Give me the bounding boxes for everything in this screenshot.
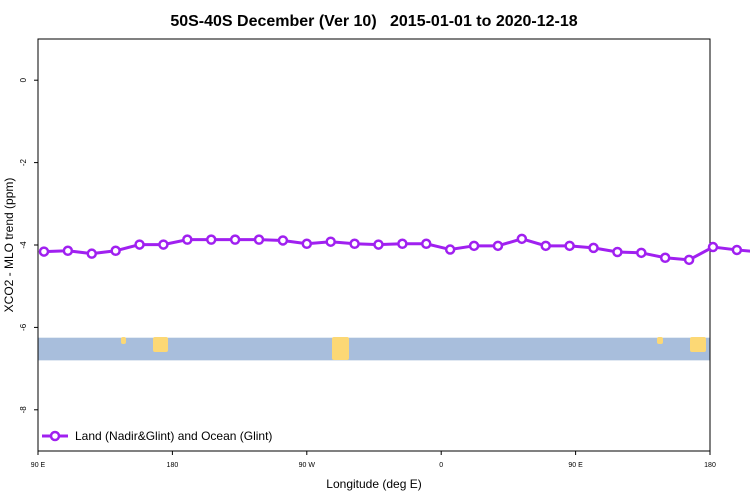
- land-patch: [657, 337, 663, 344]
- land-patch: [153, 337, 168, 352]
- data-point: [38, 246, 50, 257]
- data-point: [205, 234, 217, 245]
- data-point: [683, 254, 695, 266]
- ocean-band: [38, 337, 710, 361]
- y-tick-label: -2: [19, 158, 28, 166]
- land-patch: [690, 337, 706, 352]
- data-point: [707, 241, 719, 253]
- data-point: [588, 242, 599, 254]
- data-point: [564, 240, 575, 252]
- data-point: [134, 239, 145, 250]
- legend: Land (Nadir&Glint) and Ocean (Glint): [42, 429, 272, 443]
- data-point: [373, 239, 384, 250]
- data-point: [182, 234, 193, 245]
- x-tick-label: 0: [439, 462, 443, 469]
- y-tick-label: -4: [19, 241, 28, 249]
- data-point: [62, 245, 74, 257]
- data-point: [229, 234, 241, 245]
- land-patch: [121, 337, 126, 344]
- data-point: [444, 244, 456, 255]
- data-point: [397, 238, 408, 250]
- x-tick-label: 90 E: [31, 462, 46, 469]
- legend-label: Land (Nadir&Glint) and Ocean (Glint): [75, 429, 272, 443]
- data-point: [110, 245, 121, 257]
- x-tick-label: 90 W: [299, 462, 316, 469]
- data-point: [158, 239, 169, 250]
- y-tick-label: 0: [19, 77, 28, 82]
- land-patch: [332, 337, 349, 360]
- x-tick-label: 90 E: [568, 462, 583, 469]
- data-point: [468, 240, 480, 252]
- data-point: [325, 236, 336, 247]
- data-point: [492, 240, 504, 252]
- data-point: [612, 246, 623, 258]
- y-tick-label: -8: [19, 406, 28, 414]
- data-point: [540, 240, 551, 252]
- data-point: [86, 248, 98, 259]
- data-point: [731, 244, 743, 256]
- x-tick-label: 180: [167, 462, 179, 469]
- y-tick-label: -6: [19, 323, 28, 331]
- x-axis-label: Longitude (deg E): [326, 477, 421, 491]
- data-point: [253, 234, 265, 245]
- data-point: [516, 233, 528, 245]
- chart-title: 50S-40S December (Ver 10) 2015-01-01 to …: [170, 13, 577, 30]
- legend-marker: [49, 430, 61, 442]
- data-point: [277, 235, 289, 246]
- data-point: [301, 238, 313, 250]
- data-point: [659, 252, 671, 264]
- data-point: [349, 238, 360, 250]
- land-ocean-band: [38, 337, 710, 361]
- data-point: [421, 238, 432, 250]
- data-point: [636, 247, 647, 259]
- x-tick-label: 180: [704, 462, 716, 469]
- y-axis-label: XCO2 - MLO trend (ppm): [2, 178, 16, 313]
